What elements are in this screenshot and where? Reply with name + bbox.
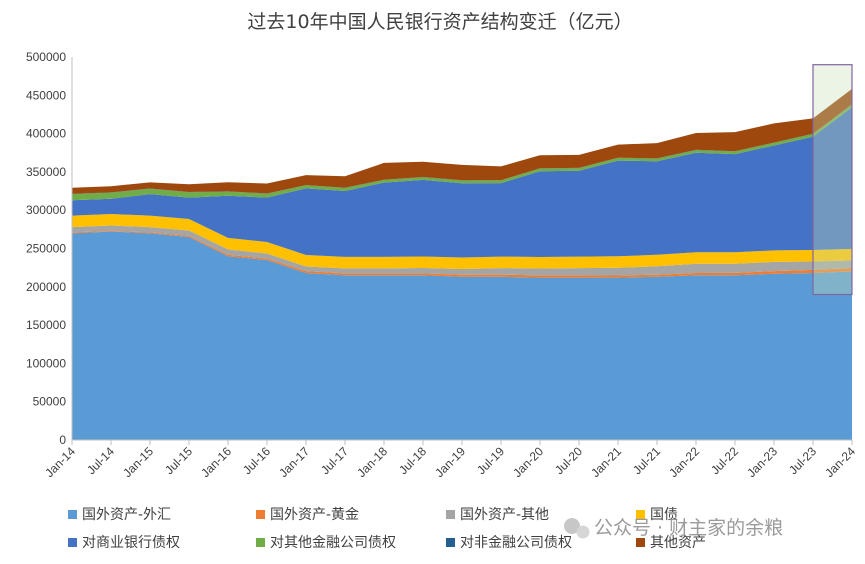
legend-label: 国外资产-外汇 — [82, 507, 171, 523]
highlight-layer — [812, 64, 853, 296]
area-series-2 — [72, 225, 852, 276]
x-tick-label: Jul-17 — [318, 444, 351, 477]
x-tick-label: Jul-16 — [240, 444, 273, 477]
y-tick-label: 400000 — [26, 127, 66, 141]
legend-swatch — [68, 538, 77, 547]
y-tick-label: 350000 — [26, 165, 66, 179]
legend-swatch — [256, 538, 265, 547]
x-tick-label: Jan-18 — [354, 444, 390, 480]
area-series-0 — [72, 231, 852, 440]
x-tick-label: Jan-22 — [666, 444, 702, 480]
legend-swatch — [68, 510, 77, 519]
legend-item: 国外资产-黄金 — [256, 506, 359, 523]
legend-label: 对商业银行债权 — [82, 535, 180, 551]
legend-label: 国外资产-黄金 — [270, 506, 359, 523]
area-series — [72, 88, 852, 440]
x-tick-label: Jan-19 — [432, 444, 468, 480]
x-tick-label: Jul-22 — [708, 444, 741, 477]
x-tick-label: Jan-17 — [276, 444, 312, 480]
y-tick-label: 300000 — [26, 203, 66, 217]
watermark-text: 公众号 · 财主家的余粮 — [594, 517, 783, 539]
x-tick-label: Jul-19 — [474, 444, 507, 477]
x-tick-label: Jan-23 — [744, 444, 780, 480]
x-tick-label: Jan-16 — [198, 444, 234, 480]
chart-title: 过去10年中国人民银行资产结构变迁（亿元） — [247, 11, 632, 33]
legend-item: 国外资产-外汇 — [68, 507, 171, 523]
x-tick-label: Jul-18 — [396, 444, 429, 477]
legend-swatch — [636, 538, 645, 547]
legend-item: 对商业银行债权 — [68, 535, 180, 551]
wechat-icon — [564, 518, 590, 539]
x-tick-label: Jul-21 — [630, 444, 663, 477]
legend-item: 对非金融公司债权 — [446, 535, 572, 551]
x-tick-label: Jan-20 — [510, 444, 546, 480]
y-tick-label: 450000 — [26, 88, 66, 102]
y-tick-label: 500000 — [26, 50, 66, 64]
y-tick-label: 250000 — [26, 242, 66, 256]
highlight-box — [812, 64, 853, 296]
legend-item: 对其他金融公司债权 — [256, 535, 396, 551]
legend-swatch — [256, 510, 265, 519]
legend-item: 国债 — [636, 507, 678, 523]
y-tick-label: 200000 — [26, 280, 66, 294]
x-tick-label: Jul-20 — [552, 444, 585, 477]
area-series-7 — [72, 88, 852, 194]
legend-item: 国外资产-其他 — [446, 507, 549, 523]
legend-swatch — [446, 510, 455, 519]
x-tick-label: Jul-15 — [162, 444, 195, 477]
x-tick-label: Jul-14 — [84, 444, 117, 477]
legend-item: 其他资产 — [636, 535, 706, 551]
x-tick-label: Jan-15 — [120, 444, 156, 480]
y-tick-label: 0 — [59, 433, 66, 447]
x-tick-label: Jul-23 — [786, 444, 819, 477]
area-series-3 — [72, 214, 852, 269]
x-tick-label: Jan-24 — [822, 444, 858, 480]
legend-swatch — [636, 510, 645, 519]
legend-swatch — [446, 538, 455, 547]
x-tick-label: Jan-14 — [42, 444, 78, 480]
y-tick-label: 50000 — [33, 395, 67, 409]
x-tick-label: Jan-21 — [588, 444, 624, 480]
legend-label: 对其他金融公司债权 — [270, 535, 396, 551]
watermark: 公众号 · 财主家的余粮 — [564, 517, 783, 539]
y-tick-label: 100000 — [26, 356, 66, 370]
area-series-4 — [72, 107, 852, 258]
y-tick-label: 150000 — [26, 318, 66, 332]
legend-label: 其他资产 — [650, 535, 706, 551]
legend-label: 国债 — [650, 507, 678, 523]
legend-label: 对非金融公司债权 — [460, 535, 572, 551]
area-series-1 — [72, 230, 852, 278]
legend-label: 国外资产-其他 — [460, 507, 549, 523]
area-series-5 — [72, 104, 852, 201]
